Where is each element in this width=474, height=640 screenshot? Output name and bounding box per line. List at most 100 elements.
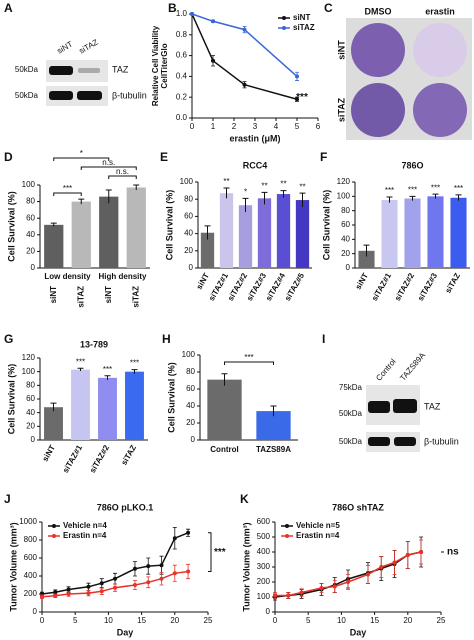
marker	[242, 27, 247, 32]
y-tick-label: 20	[186, 418, 195, 427]
bar	[44, 224, 64, 268]
y-tick-label: 200	[257, 577, 271, 586]
blot	[46, 60, 108, 82]
x-tick-label: 3	[253, 122, 258, 131]
x-tick-label: siTAZ	[131, 286, 140, 308]
x-tick-label: siTAZ	[119, 443, 138, 466]
y-tick-label: 60	[341, 220, 350, 229]
well	[351, 23, 405, 77]
legend-marker	[285, 534, 289, 538]
bar	[257, 198, 272, 268]
x-tick-label: 15	[370, 616, 379, 625]
marker	[66, 587, 71, 592]
error-bar	[223, 187, 230, 199]
error-bar	[221, 373, 228, 386]
column-label: erastin	[425, 6, 455, 16]
y-tick-label: 100	[180, 177, 194, 186]
row-label: siNT	[336, 40, 346, 60]
lane-label: TAZS89A	[398, 350, 427, 382]
significance-label: ***	[130, 359, 139, 368]
marker	[159, 563, 164, 568]
y-tick-label: 0.8	[176, 30, 188, 39]
x-tick-label: 20	[170, 616, 179, 625]
band-label: TAZ	[112, 64, 129, 74]
annotation: ***	[296, 92, 308, 103]
marker	[53, 593, 58, 598]
group-label: Low density	[44, 272, 91, 281]
legend-marker	[285, 524, 289, 528]
band	[49, 91, 73, 100]
y-tick-label: 80	[186, 367, 195, 376]
well	[413, 23, 467, 77]
panel-c: C DMSO erastin siNT siTAZ	[324, 1, 472, 140]
significance-label: **	[261, 181, 267, 190]
marker	[40, 594, 44, 599]
panel-letter: A	[4, 1, 13, 15]
marker	[299, 590, 304, 595]
y-tick-label: 1000	[19, 517, 37, 526]
y-tick-label: 0	[31, 435, 36, 444]
lane-label: siTAZ	[78, 38, 100, 56]
chart-title: 13-789	[80, 339, 108, 349]
panel-letter: I	[322, 332, 325, 346]
error-bar	[280, 190, 287, 198]
panel-i: I Control TAZS89A 75kDa 50kDa 50kDa TAZ …	[322, 332, 459, 452]
y-tick-label: 60	[184, 212, 193, 221]
legend-label: Erastin n=4	[63, 531, 107, 540]
band-label: β-tubulin	[424, 436, 459, 446]
x-tick-label: siTAZ	[443, 271, 462, 294]
y-tick-label: 40	[26, 408, 35, 417]
error-bar	[133, 184, 140, 190]
chart-title: 786O pLKO.1	[97, 502, 154, 512]
line	[191, 13, 298, 101]
y-tick-label: 20	[184, 246, 193, 255]
significance-label: ***	[63, 184, 72, 193]
x-tick-label: 2	[232, 122, 237, 131]
marker	[242, 82, 247, 87]
legend-label: Vehicle n=4	[63, 521, 107, 530]
y-tick-label: 20	[26, 247, 35, 256]
y-axis-label: Cell Survival (%)	[164, 190, 174, 261]
panel-letter: J	[4, 492, 11, 506]
x-tick-label: siTAZ#1	[61, 443, 84, 474]
error-bar	[77, 367, 84, 371]
x-tick-label: siTAZ#1	[370, 271, 393, 302]
marker	[419, 550, 424, 554]
bar	[358, 250, 375, 268]
bar	[238, 205, 253, 268]
legend-marker	[52, 534, 56, 538]
band	[368, 401, 390, 413]
x-tick-label: 20	[403, 616, 412, 625]
marker	[186, 530, 191, 535]
y-tick-label: 0	[33, 607, 38, 616]
bar	[450, 197, 467, 268]
y-tick-label: 500	[257, 532, 271, 541]
y-axis-label: Cell Survival (%)	[6, 364, 16, 435]
band	[77, 91, 102, 100]
significance-label: ***	[431, 183, 440, 192]
panel-letter: B	[168, 1, 177, 15]
x-tick-label: 25	[437, 616, 446, 625]
annotation: ***	[214, 547, 226, 558]
y-tick-label: 120	[22, 353, 36, 362]
column-label: DMSO	[365, 6, 392, 16]
lane-label: Control	[374, 357, 398, 383]
line	[191, 13, 298, 77]
band	[49, 66, 73, 75]
x-axis-label: Day	[350, 627, 367, 637]
bar	[125, 371, 144, 440]
y-tick-label: 0.2	[176, 92, 188, 101]
marker	[346, 580, 351, 584]
y-tick-label: 100	[22, 367, 36, 376]
significance-label: ***	[103, 365, 112, 374]
x-tick-label: siTAZ#2	[88, 443, 111, 474]
marker	[186, 569, 191, 574]
error-bar	[242, 197, 249, 213]
x-tick-label: Control	[210, 445, 238, 454]
y-axis-label: Tumor Volume (mm³)	[241, 522, 251, 611]
legend-label: Erastin n=4	[296, 531, 340, 540]
x-tick-label: TAZS89A	[256, 445, 291, 454]
well	[351, 83, 405, 137]
marker	[295, 97, 299, 102]
